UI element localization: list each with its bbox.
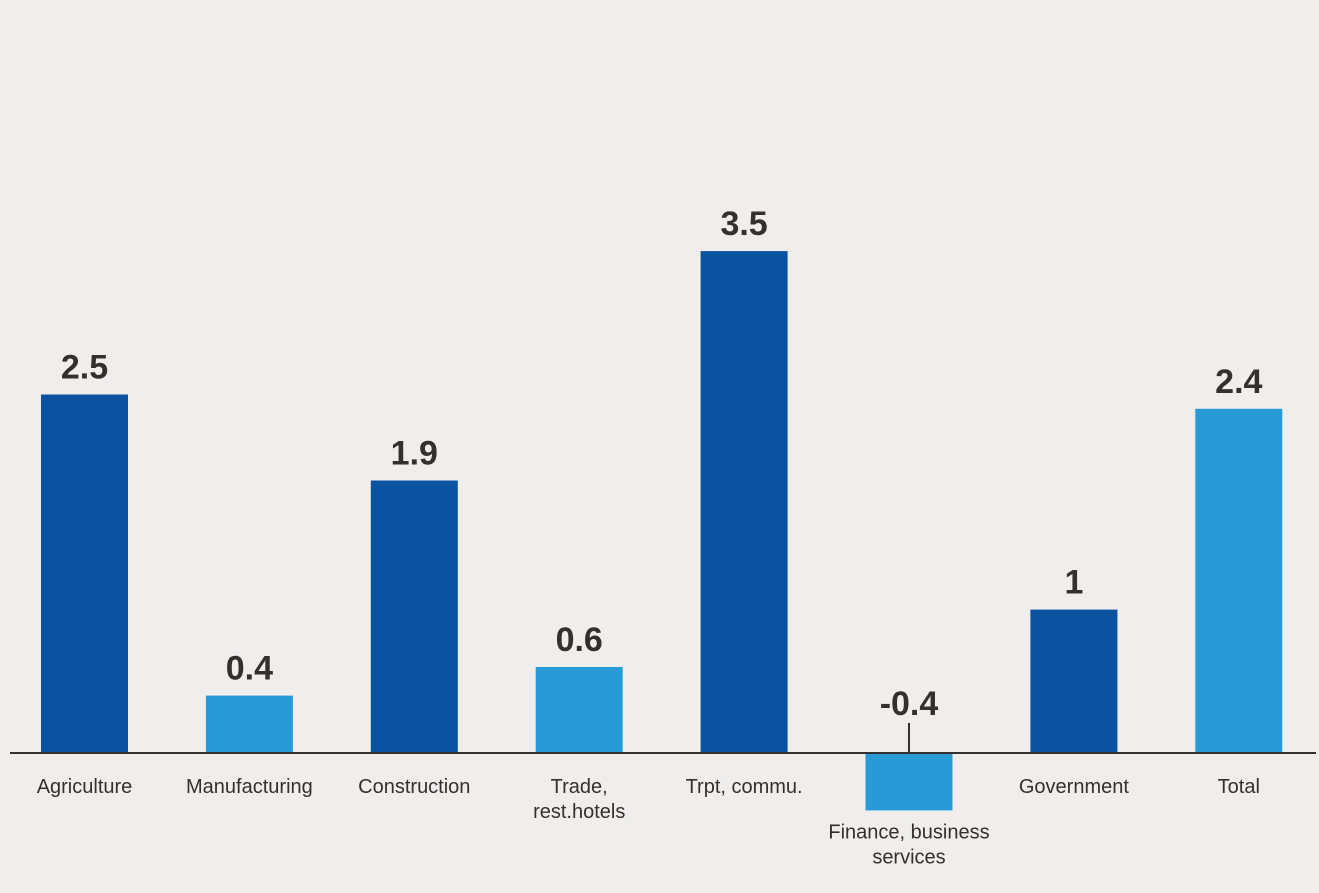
category-label-0: Agriculture [37,776,133,798]
bar-2 [370,480,458,753]
bar-5 [865,753,953,811]
value-label-7: 2.4 [1215,363,1262,401]
category-label-4: Trpt, commu. [686,776,803,798]
value-label-1: 0.4 [226,650,273,688]
bar-3 [535,667,623,753]
category-label-2: Construction [358,776,470,798]
category-label-3-line-0: Trade, [551,776,608,798]
value-label-2: 1.9 [391,435,438,473]
value-label-6: 1 [1064,564,1083,602]
category-label-6: Government [1019,776,1129,798]
category-label-3-line-1: rest.hotels [533,801,625,823]
bar-4 [700,251,788,753]
value-label-0: 2.5 [61,349,108,387]
bar-1 [205,695,293,753]
bar-7 [1195,408,1283,753]
bar-0 [41,394,128,753]
category-label-5-line-1: services [872,846,945,868]
category-label-1: Manufacturing [186,776,313,798]
labels-layer: 2.5 Agriculture 0.4 Manufacturing 1.9 Constru… [37,205,1263,868]
axis-layer [10,723,1316,754]
bar-6 [1030,609,1118,753]
category-label-7: Total [1218,776,1260,798]
value-label-3: 0.6 [556,621,603,659]
value-label-5: -0.4 [880,685,939,723]
category-label-5-line-0: Finance, business [828,821,989,843]
bars-layer [41,251,1283,811]
value-label-4: 3.5 [720,205,767,243]
